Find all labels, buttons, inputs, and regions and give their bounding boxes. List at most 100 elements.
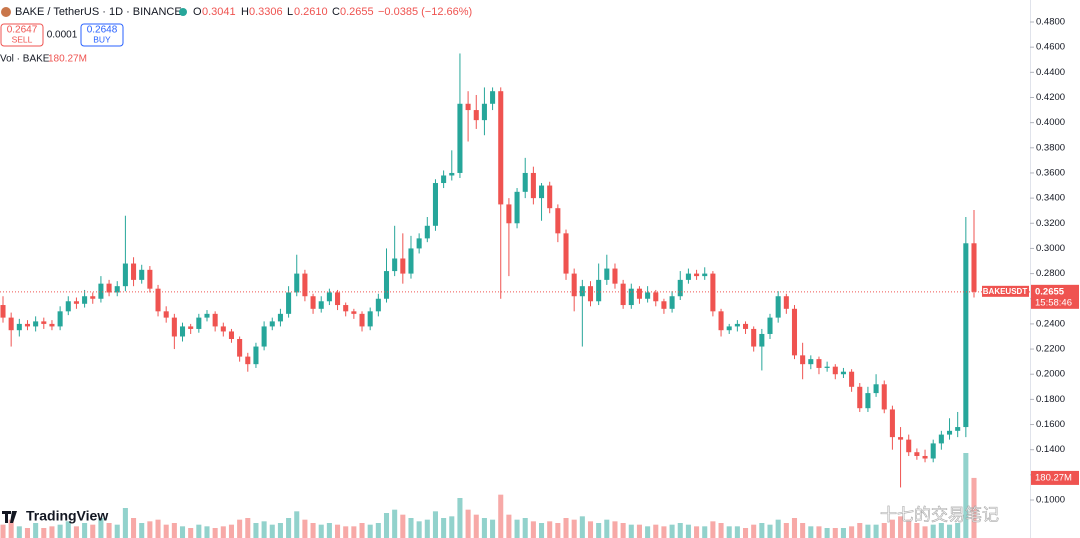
volume-bar <box>514 519 520 538</box>
volume-bar <box>751 524 757 538</box>
candle-body <box>139 269 145 280</box>
candle-body <box>808 359 814 365</box>
ohlc-name: H <box>241 6 249 18</box>
candle-body <box>677 279 683 297</box>
volume-bar <box>930 524 936 538</box>
volume-bar <box>383 513 390 538</box>
volume-bar <box>677 523 683 538</box>
candle-body <box>294 273 300 293</box>
volume-bar <box>318 524 324 538</box>
candle-body <box>392 258 398 272</box>
candle-body <box>253 346 259 365</box>
ohlc-value: 0.2655 <box>340 6 374 18</box>
candle-body <box>571 273 577 297</box>
volume-bar <box>832 528 838 538</box>
volume-bar <box>685 524 691 538</box>
candle-body <box>669 296 675 309</box>
volume-bar <box>400 514 406 538</box>
volume-bar <box>220 526 226 538</box>
candle-body <box>245 356 251 365</box>
last-price-tag <box>1031 284 1079 309</box>
overlay: BAKE / TetherUS · 1D · BINANCE O 0.3041 … <box>0 6 1079 525</box>
candle-body <box>82 296 88 304</box>
volume-bar <box>906 519 912 538</box>
y-tick-label: 0.2400 <box>1036 318 1065 329</box>
candle-body <box>163 311 169 318</box>
candle-body <box>539 185 545 199</box>
volume-bar <box>106 523 112 538</box>
volume-bar <box>343 526 349 538</box>
volume-bar <box>277 523 283 538</box>
volume-bar <box>726 526 732 538</box>
candle-body <box>971 243 977 292</box>
volume-bar <box>857 523 863 538</box>
volume-bar <box>898 516 904 538</box>
buy-button[interactable] <box>80 23 124 47</box>
volume-bar <box>481 518 487 538</box>
volume-bar <box>636 524 642 538</box>
sell-price: 0.2647 <box>7 25 38 36</box>
volume-bar <box>41 528 47 538</box>
volume-bar <box>808 526 814 538</box>
candle-body <box>547 185 553 209</box>
sell-button[interactable] <box>0 23 44 47</box>
volume-bar <box>335 524 341 538</box>
volume-bar <box>294 511 300 538</box>
spread: 0.0001 <box>47 30 78 41</box>
ohlc-value: 0.3041 <box>202 6 236 18</box>
ohlc-value: 0.2610 <box>294 6 328 18</box>
volume-bar <box>163 524 169 538</box>
candle-body <box>816 359 822 368</box>
volume-bar <box>628 524 634 538</box>
y-tick-label: 0.3000 <box>1036 243 1065 254</box>
candle-body <box>636 288 642 299</box>
candle-body <box>685 273 691 280</box>
y-tick-label: 0.4600 <box>1036 42 1065 53</box>
buy-label: BUY <box>93 34 111 44</box>
candle-body <box>155 288 161 312</box>
volume-bar <box>587 521 594 538</box>
candle-body <box>645 292 651 299</box>
volume-bar <box>196 524 202 538</box>
candle-body <box>457 103 463 173</box>
candle-body <box>65 301 71 312</box>
candle-body <box>490 91 496 104</box>
candle-body <box>702 273 708 277</box>
candle-body <box>930 443 936 459</box>
candle-body <box>416 238 422 249</box>
volume-bar <box>490 519 496 538</box>
candle-body <box>33 321 39 327</box>
candle-body <box>742 323 749 329</box>
candle-body <box>800 355 806 365</box>
candle-body <box>506 204 512 224</box>
volume-bar <box>498 494 504 538</box>
market-status <box>179 8 187 16</box>
candle-body <box>196 317 202 329</box>
volume-bar <box>506 514 512 538</box>
volume-bar <box>555 523 561 538</box>
candle-body <box>694 273 700 277</box>
volume-bar <box>57 524 63 538</box>
watermark: 十七的交易笔记 <box>880 505 999 524</box>
candle-body <box>767 317 773 334</box>
candle-body <box>318 301 324 309</box>
candle-body <box>555 208 561 234</box>
volume-bar <box>375 523 381 538</box>
candle-body <box>914 452 920 456</box>
candle-body <box>220 326 226 332</box>
volume-bar <box>759 523 765 538</box>
candle-body <box>898 437 904 440</box>
candle-body <box>783 296 789 309</box>
candle-body <box>57 311 63 327</box>
brand-icon <box>2 511 17 523</box>
candle-body <box>938 434 944 444</box>
candle-body <box>514 191 520 224</box>
volume-bar <box>90 524 96 538</box>
volume-bar <box>775 519 781 538</box>
candle-body <box>90 296 96 299</box>
volume-bar <box>449 516 455 538</box>
ohlc-value: 0.3306 <box>249 6 283 18</box>
candle-body <box>922 455 928 459</box>
volume-bar <box>237 519 243 538</box>
change: −0.0385 (−12.66%) <box>378 6 472 18</box>
